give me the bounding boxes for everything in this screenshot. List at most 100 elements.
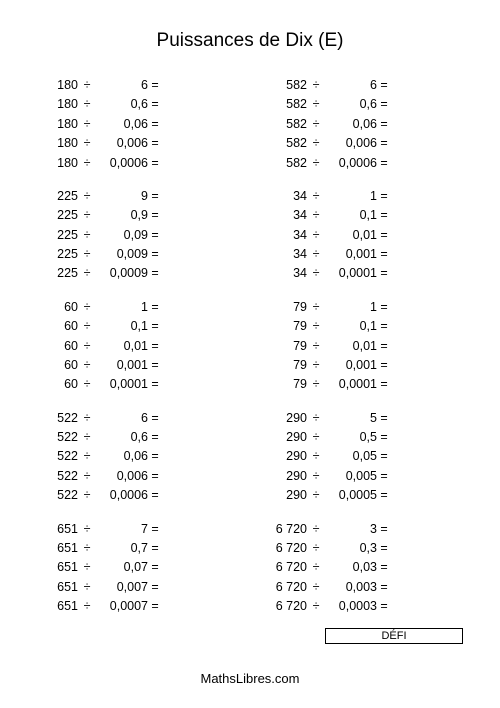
equals: = — [377, 76, 391, 95]
problem-row: 180÷0,006= — [30, 134, 241, 153]
equals: = — [148, 447, 162, 466]
dividend: 60 — [30, 375, 78, 394]
equals: = — [148, 264, 162, 283]
problem-row: 34÷1= — [259, 187, 470, 206]
equals: = — [148, 76, 162, 95]
equals: = — [377, 597, 391, 616]
problem-row: 79÷1= — [259, 298, 470, 317]
divisor: 0,0006 — [325, 154, 377, 173]
equals: = — [148, 245, 162, 264]
equals: = — [148, 337, 162, 356]
problem-group: 79÷1=79÷0,1=79÷0,01=79÷0,001=79÷0,0001= — [259, 298, 470, 395]
operator: ÷ — [78, 356, 96, 375]
problem-row: 651÷0,7= — [30, 539, 241, 558]
equals: = — [377, 578, 391, 597]
dividend: 225 — [30, 245, 78, 264]
problem-group: 60÷1=60÷0,1=60÷0,01=60÷0,001=60÷0,0001= — [30, 298, 241, 395]
problem-row: 522÷0,06= — [30, 447, 241, 466]
problem-group: 225÷9=225÷0,9=225÷0,09=225÷0,009=225÷0,0… — [30, 187, 241, 284]
equals: = — [148, 115, 162, 134]
problem-row: 522÷0,6= — [30, 428, 241, 447]
divisor: 0,6 — [96, 428, 148, 447]
left-column: 180÷6=180÷0,6=180÷0,06=180÷0,006=180÷0,0… — [30, 76, 241, 644]
problem-group: 34÷1=34÷0,1=34÷0,01=34÷0,001=34÷0,0001= — [259, 187, 470, 284]
problem-row: 225÷0,009= — [30, 245, 241, 264]
problem-row: 60÷1= — [30, 298, 241, 317]
problem-row: 290÷5= — [259, 409, 470, 428]
divisor: 0,07 — [96, 558, 148, 577]
dividend: 180 — [30, 115, 78, 134]
divisor: 6 — [96, 409, 148, 428]
divisor: 0,006 — [96, 467, 148, 486]
problem-group: 180÷6=180÷0,6=180÷0,06=180÷0,006=180÷0,0… — [30, 76, 241, 173]
dividend: 522 — [30, 428, 78, 447]
dividend: 582 — [259, 154, 307, 173]
operator: ÷ — [78, 409, 96, 428]
dividend: 582 — [259, 134, 307, 153]
problem-row: 225÷0,09= — [30, 226, 241, 245]
divisor: 5 — [325, 409, 377, 428]
equals: = — [377, 558, 391, 577]
equals: = — [377, 467, 391, 486]
equals: = — [148, 409, 162, 428]
operator: ÷ — [78, 154, 96, 173]
problem-row: 651÷0,007= — [30, 578, 241, 597]
dividend: 60 — [30, 356, 78, 375]
problem-row: 290÷0,005= — [259, 467, 470, 486]
operator: ÷ — [307, 317, 325, 336]
operator: ÷ — [307, 245, 325, 264]
equals: = — [148, 356, 162, 375]
operator: ÷ — [307, 578, 325, 597]
dividend: 582 — [259, 115, 307, 134]
divisor: 0,001 — [96, 356, 148, 375]
equals: = — [148, 95, 162, 114]
equals: = — [377, 409, 391, 428]
equals: = — [377, 95, 391, 114]
operator: ÷ — [307, 337, 325, 356]
divisor: 0,001 — [325, 356, 377, 375]
equals: = — [377, 187, 391, 206]
problem-row: 582÷0,6= — [259, 95, 470, 114]
operator: ÷ — [78, 467, 96, 486]
problem-row: 79÷0,0001= — [259, 375, 470, 394]
equals: = — [148, 187, 162, 206]
divisor: 0,9 — [96, 206, 148, 225]
divisor: 1 — [96, 298, 148, 317]
operator: ÷ — [78, 115, 96, 134]
equals: = — [377, 115, 391, 134]
dividend: 290 — [259, 447, 307, 466]
problem-row: 60÷0,1= — [30, 317, 241, 336]
dividend: 180 — [30, 134, 78, 153]
right-column: 582÷6=582÷0,6=582÷0,06=582÷0,006=582÷0,0… — [259, 76, 470, 644]
operator: ÷ — [78, 428, 96, 447]
divisor: 0,0001 — [325, 264, 377, 283]
dividend: 582 — [259, 76, 307, 95]
dividend: 522 — [30, 486, 78, 505]
problem-row: 651÷0,0007= — [30, 597, 241, 616]
page-title: Puissances de Dix (E) — [30, 30, 470, 52]
operator: ÷ — [307, 375, 325, 394]
divisor: 0,01 — [325, 337, 377, 356]
equals: = — [377, 317, 391, 336]
divisor: 7 — [96, 520, 148, 539]
dividend: 290 — [259, 467, 307, 486]
divisor: 1 — [325, 187, 377, 206]
problem-row: 6 720÷0,03= — [259, 558, 470, 577]
equals: = — [148, 520, 162, 539]
operator: ÷ — [78, 558, 96, 577]
problem-group: 290÷5=290÷0,5=290÷0,05=290÷0,005=290÷0,0… — [259, 409, 470, 506]
problem-row: 180÷6= — [30, 76, 241, 95]
dividend: 79 — [259, 337, 307, 356]
equals: = — [148, 597, 162, 616]
equals: = — [377, 375, 391, 394]
divisor: 0,1 — [325, 317, 377, 336]
equals: = — [377, 154, 391, 173]
divisor: 0,6 — [325, 95, 377, 114]
divisor: 0,0005 — [325, 486, 377, 505]
problem-row: 522÷0,006= — [30, 467, 241, 486]
problem-row: 651÷7= — [30, 520, 241, 539]
divisor: 0,009 — [96, 245, 148, 264]
problem-row: 180÷0,0006= — [30, 154, 241, 173]
equals: = — [148, 486, 162, 505]
dividend: 6 720 — [259, 597, 307, 616]
